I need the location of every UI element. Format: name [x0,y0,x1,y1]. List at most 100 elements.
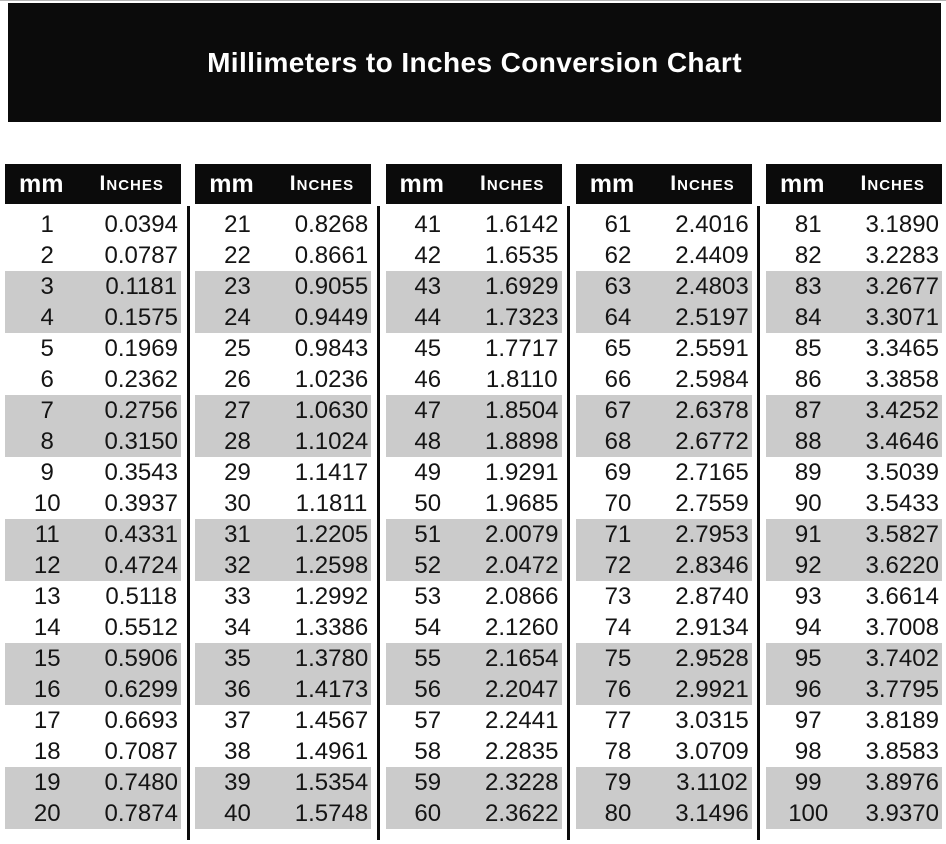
inches-value: 0.5512 [104,613,178,641]
mm-value: 85 [794,334,822,362]
inches-value: 1.8504 [485,396,559,424]
mm-value: 41 [414,210,442,238]
mm-value: 70 [604,489,632,517]
inches-value: 0.2756 [104,396,178,424]
table-row: 54 2.1260 [386,612,562,643]
inches-value: 1.8898 [485,427,559,455]
table-row: 89 3.5039 [766,457,942,488]
mm-value: 92 [794,551,822,579]
mm-value: 62 [604,241,632,269]
inches-column-header: Inches [670,172,735,195]
table-row: 52 2.0472 [385,550,562,581]
table-row: 28 1.1024 [195,426,372,457]
table-row: 56 2.2047 [385,674,562,705]
table-row: 22 0.8661 [195,240,371,271]
inches-value: 2.6772 [675,427,749,455]
mm-value: 48 [414,427,442,455]
mm-value: 52 [414,551,442,579]
inches-value: 0.8661 [294,241,369,269]
table-row: 97 3.8189 [766,705,942,736]
mm-value: 75 [604,644,632,672]
inches-value: 0.0394 [104,210,178,238]
table-row: 75 2.9528 [575,643,752,674]
table-row: 85 3.3465 [766,333,942,364]
table-row: 93 3.6614 [766,581,942,612]
table-row: 47 1.8504 [385,395,562,426]
table-row: 11 0.4331 [5,519,181,550]
mm-value: 55 [414,644,442,672]
inches-value: 2.9528 [675,644,749,672]
inches-value: 0.3543 [104,458,178,486]
mm-value: 79 [604,768,632,796]
table-row: 25 0.9843 [195,333,371,364]
mm-value: 40 [224,799,251,827]
mm-value: 64 [604,303,632,331]
mm-value: 56 [414,675,442,703]
mm-value: 63 [604,272,632,300]
table-row: 69 2.7165 [576,457,752,488]
mm-value: 93 [794,582,822,610]
table-row: 13 0.5118 [5,581,181,612]
table-row: 7 0.2756 [5,395,181,426]
inches-value: 2.7165 [675,458,749,486]
table-row: 48 1.8898 [385,426,562,457]
inches-value: 1.2205 [294,520,369,548]
table-row: 87 3.4252 [766,395,942,426]
mm-value: 20 [33,799,61,827]
mm-value: 5 [40,334,54,362]
inches-column-header: Inches [99,172,164,195]
inches-value: 3.3071 [865,303,939,331]
inches-value: 0.0787 [104,241,178,269]
table-row: 2 0.0787 [5,240,181,271]
table-row: 64 2.5197 [575,302,752,333]
inches-value: 3.6614 [865,582,939,610]
mm-value: 46 [414,365,442,393]
inches-value: 2.5984 [675,365,749,393]
table-row: 8 0.3150 [5,426,181,457]
table-row: 70 2.7559 [576,488,752,519]
table-row: 57 2.2441 [386,705,562,736]
conversion-table-2: mm Inches 21 0.8268 22 0.8661 23 0.9055 24 0.9449… [195,164,372,829]
mm-value: 7 [40,396,54,424]
table-header: mm Inches [5,164,181,204]
inches-value: 2.2441 [485,706,559,734]
mm-value: 1 [40,210,54,238]
inches-value: 2.2835 [485,737,559,765]
inches-value: 3.1890 [865,210,939,238]
mm-value: 31 [224,520,251,548]
mm-value: 58 [414,737,442,765]
mm-value: 30 [224,489,251,517]
mm-value: 53 [414,582,442,610]
mm-value: 67 [604,396,632,424]
inches-value: 2.2047 [485,675,559,703]
table-row: 23 0.9055 [195,271,372,302]
mm-value: 15 [33,644,61,672]
table-row: 43 1.6929 [385,271,562,302]
table-header: mm Inches [195,164,372,204]
column-divider [757,206,761,840]
inches-value: 2.5197 [675,303,749,331]
mm-value: 18 [33,737,61,765]
table-row: 19 0.7480 [5,767,181,798]
mm-value: 71 [604,520,632,548]
inches-value: 2.0866 [485,582,559,610]
inches-value: 0.5906 [104,644,178,672]
table-row: 20 0.7874 [5,798,181,829]
inches-value: 2.0472 [485,551,559,579]
table-row: 95 3.7402 [766,643,942,674]
mm-value: 76 [604,675,632,703]
table-row: 84 3.3071 [766,302,942,333]
table-row: 9 0.3543 [5,457,181,488]
inches-value: 3.7008 [865,613,939,641]
inches-value: 0.8268 [294,210,369,238]
table-row: 65 2.5591 [576,333,752,364]
inches-value: 3.5433 [865,489,939,517]
table-row: 3 0.1181 [5,271,181,302]
mm-value: 9 [40,458,54,486]
inches-value: 3.5827 [865,520,939,548]
title-banner: Millimeters to Inches Conversion Chart [8,3,941,122]
conversion-table-3: mm Inches 41 1.6142 42 1.6535 43 1.6929 44 1.7323… [385,164,562,829]
inches-value: 3.2677 [865,272,939,300]
table-row: 26 1.0236 [195,364,371,395]
inches-value: 2.1260 [485,613,559,641]
